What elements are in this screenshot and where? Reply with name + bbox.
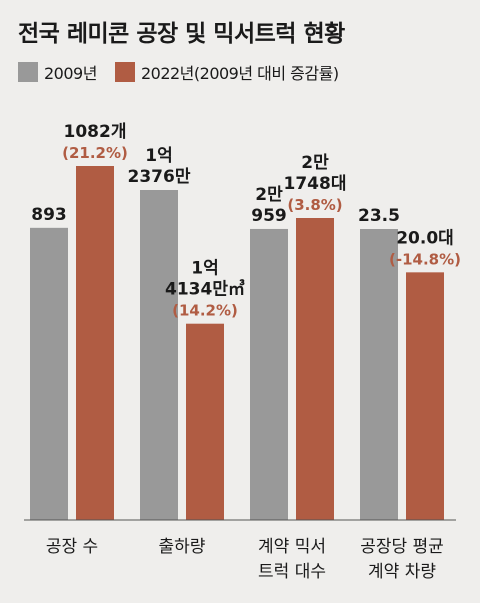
category-label: 계약 차량	[368, 562, 436, 582]
data-label: 2만	[255, 185, 283, 205]
bar-2009	[360, 229, 398, 520]
bar-2009	[140, 190, 178, 520]
data-label: 2만	[301, 153, 329, 173]
chart-legend: 2009년 2022년(2009년 대비 증감률)	[18, 60, 357, 84]
data-label: 893	[31, 205, 67, 225]
legend-label-2022: 2022년(2009년 대비 증감률)	[140, 64, 339, 83]
bar-2022	[296, 218, 334, 520]
data-label: 2376만	[128, 167, 191, 187]
change-label: (14.2%)	[172, 302, 238, 320]
change-label: (3.8%)	[287, 196, 342, 214]
legend-swatch-2009	[18, 62, 38, 82]
bar-2009	[250, 228, 288, 521]
category-label: 출하량	[159, 537, 206, 557]
bar-2022	[76, 166, 114, 520]
data-label: 1억	[191, 259, 218, 279]
legend-item-2009: 2009년	[18, 60, 97, 84]
category-label: 계약 믹서	[258, 537, 326, 557]
legend-item-2022: 2022년(2009년 대비 증감률)	[114, 60, 339, 84]
category-label: 공장 수	[46, 537, 98, 557]
data-label: 1억	[145, 146, 172, 166]
bar-2022	[186, 323, 224, 520]
data-label: 23.5	[358, 206, 400, 226]
legend-label-2009: 2009년	[44, 64, 97, 83]
data-label: 20.0대	[396, 228, 454, 248]
change-label: (-14.8%)	[389, 250, 461, 268]
legend-swatch-2022	[114, 62, 135, 82]
data-label: 959	[251, 206, 287, 226]
category-label: 트럭 대수	[258, 562, 326, 582]
data-label: 1082개	[64, 122, 127, 142]
change-label: (21.2%)	[62, 144, 128, 162]
bar-2022	[406, 272, 444, 520]
data-label: 4134만㎥	[165, 279, 245, 300]
bar-2009	[30, 227, 68, 520]
chart-title: 전국 레미콘 공장 및 믹서트럭 현황	[18, 21, 345, 47]
category-label: 공장당 평균	[360, 537, 444, 557]
data-label: 1748대	[284, 174, 347, 194]
